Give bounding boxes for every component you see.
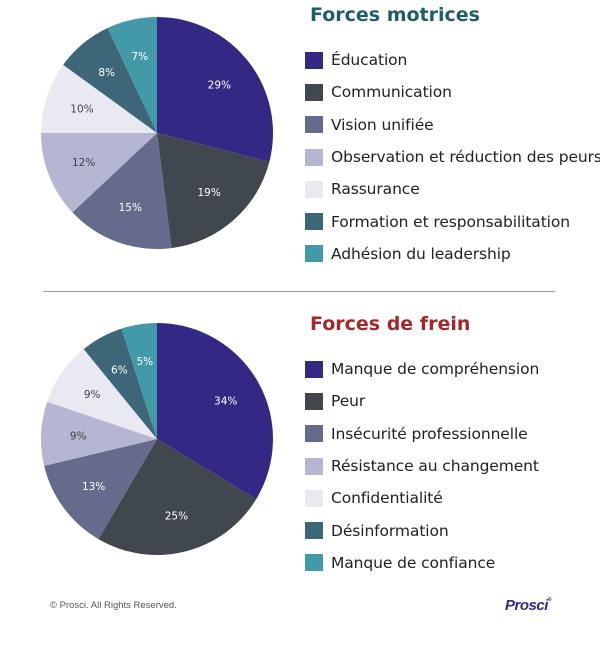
legend-label: Formation et responsabilitation	[331, 212, 570, 231]
pie-slice	[63, 28, 157, 133]
legend-swatch	[305, 148, 323, 166]
legend-swatch	[305, 457, 323, 475]
pie-slice	[40, 401, 157, 466]
slice-label: 19%	[197, 187, 220, 199]
pie-slice	[83, 328, 157, 439]
legend-label: Confidentialité	[331, 489, 443, 508]
legend-label: Insécurité professionnelle	[331, 424, 528, 443]
logo-mark: ®	[547, 597, 552, 603]
legend-swatch	[305, 522, 323, 540]
legend-item: Observation et réduction des peurs	[305, 141, 600, 173]
pie-slice	[47, 349, 157, 439]
pie-slice	[98, 439, 257, 555]
pie-svg: 29% 19% 15% 12% 10% 8% 7%	[41, 17, 273, 250]
prosci-logo: Prosci®	[505, 597, 552, 614]
legend-item: Désinformation	[305, 514, 539, 546]
legend-label: Peur	[331, 392, 366, 411]
slice-label: 6%	[111, 365, 128, 377]
legend-item: Manque de confiance	[305, 547, 539, 579]
slice-label: 10%	[70, 104, 93, 116]
pie-chart-driving-forces: 29% 19% 15% 12% 10% 8% 7%	[37, 13, 277, 253]
slice-label: 5%	[136, 356, 153, 368]
legend-swatch	[305, 213, 323, 231]
legend-swatch	[305, 554, 323, 572]
legend-swatch	[305, 83, 323, 101]
legend-item: Peur	[305, 385, 539, 417]
copyright-text: © Prosci. All Rights Reserved.	[50, 600, 177, 611]
legend-label: Adhésion du leadership	[331, 244, 511, 263]
legend-label: Rassurance	[331, 180, 420, 199]
legend-item: Formation et responsabilitation	[305, 205, 600, 237]
legend-swatch	[305, 180, 323, 198]
legend-item: Communication	[305, 76, 600, 108]
legend-item: Rassurance	[305, 173, 600, 205]
slice-label: 9%	[70, 430, 87, 442]
pie-svg: 34% 25% 13% 9% 9% 6% 5%	[40, 323, 273, 555]
legend-item: Insécurité professionnelle	[305, 418, 539, 450]
pie-slice	[157, 133, 270, 249]
pie-slice	[121, 323, 157, 439]
slice-label: 25%	[165, 510, 188, 522]
legend-item: Résistance au changement	[305, 450, 539, 482]
legend-label: Éducation	[331, 51, 408, 70]
legend-swatch	[305, 489, 323, 507]
slice-label: 34%	[214, 395, 237, 407]
legend-swatch	[305, 425, 323, 443]
section-divider	[43, 291, 555, 292]
legend-label: Désinformation	[331, 521, 449, 540]
slice-label: 13%	[82, 481, 105, 493]
legend-item: Confidentialité	[305, 482, 539, 514]
slice-label: 9%	[84, 389, 101, 401]
pie-slice	[72, 133, 172, 250]
legend-driving-forces: Éducation Communication Vision unifiée Obse…	[305, 44, 600, 270]
legend-item: Adhésion du leadership	[305, 238, 600, 270]
legend-swatch	[305, 392, 323, 410]
legend-item: Vision unifiée	[305, 109, 600, 141]
legend-label: Résistance au changement	[331, 457, 539, 476]
slice-label: 12%	[72, 157, 95, 169]
legend-label: Manque de confiance	[331, 553, 496, 572]
pie-slice	[157, 323, 273, 500]
legend-swatch	[305, 245, 323, 263]
logo-text: Prosci	[505, 597, 548, 614]
legend-item: Éducation	[305, 44, 600, 76]
pie-slice	[107, 17, 157, 133]
legend-swatch	[305, 116, 323, 134]
chart-title-restraining-forces: Forces de frein	[310, 313, 471, 335]
slice-label: 29%	[208, 80, 231, 92]
pie-slice	[41, 64, 157, 133]
pie-slice	[41, 133, 157, 213]
slice-label: 7%	[131, 51, 148, 63]
legend-label: Manque de compréhension	[331, 360, 540, 379]
legend-label: Communication	[331, 83, 452, 102]
legend-item: Manque de compréhension	[305, 353, 539, 385]
slice-label: 8%	[98, 67, 115, 79]
legend-label: Observation et réduction des peurs	[331, 148, 600, 167]
pie-chart-restraining-forces: 34% 25% 13% 9% 9% 6% 5%	[37, 319, 277, 559]
slice-label: 15%	[119, 202, 142, 214]
legend-restraining-forces: Manque de compréhension Peur Insécurité pr…	[305, 353, 539, 579]
chart-title-driving-forces: Forces motrices	[310, 4, 480, 26]
pie-slice	[157, 17, 273, 162]
pie-slice	[44, 439, 157, 540]
legend-swatch	[305, 360, 323, 378]
legend-swatch	[305, 51, 323, 69]
legend-label: Vision unifiée	[331, 115, 434, 134]
